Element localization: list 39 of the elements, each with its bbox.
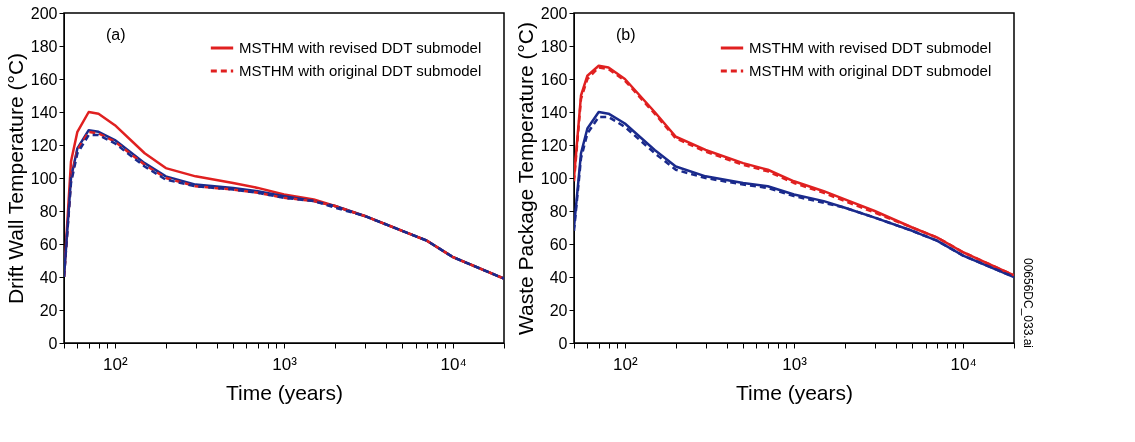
y-tick-label: 120: [30, 136, 58, 154]
y-tick-label: 180: [30, 37, 58, 55]
x-tick-label: 10³: [782, 354, 808, 374]
legend-label: MSTHM with revised DDT submodel: [239, 39, 482, 56]
y-tick-label: 20: [549, 301, 568, 319]
y-tick-label: 100: [30, 169, 58, 187]
y-tick-label: 160: [30, 70, 58, 88]
y-tick-label: 140: [30, 103, 58, 121]
y-tick-label: 80: [549, 202, 568, 220]
y-tick-label: 20: [39, 301, 58, 319]
y-tick-label: 60: [39, 235, 58, 253]
x-tick-label: 10³: [272, 354, 298, 374]
y-tick-label: 160: [540, 70, 568, 88]
legend-label: MSTHM with original DDT submodel: [749, 62, 992, 79]
y-tick-label: 0: [558, 334, 568, 352]
y-tick-label: 200: [540, 4, 568, 22]
annotation: (a): [106, 26, 126, 43]
y-tick-label: 200: [30, 4, 58, 22]
x-tick-label: 10²: [613, 354, 639, 374]
y-tick-label: 60: [549, 235, 568, 253]
legend-label: MSTHM with revised DDT submodel: [749, 39, 992, 56]
legend-label: MSTHM with original DDT submodel: [239, 62, 482, 79]
x-tick-label: 10⁴: [440, 354, 467, 374]
y-tick-label: 40: [549, 268, 568, 286]
annotation: (b): [616, 26, 636, 43]
x-tick-label: 10⁴: [950, 354, 977, 374]
text: 00656DC_033.ai: [1021, 257, 1035, 349]
y-tick-label: 0: [48, 334, 58, 352]
y-tick-label: 100: [540, 169, 568, 187]
x-axis-title: Time (years): [225, 380, 344, 404]
x-tick-label: 10²: [103, 354, 129, 374]
y-tick-label: 40: [39, 268, 58, 286]
y-axis-title: Drift Wall Temperature (°C): [3, 52, 27, 305]
y-axis-title: Waste Package Temperature (°C): [513, 21, 537, 336]
y-tick-label: 140: [540, 103, 568, 121]
y-tick-label: 120: [540, 136, 568, 154]
y-tick-label: 180: [540, 37, 568, 55]
y-tick-label: 80: [39, 202, 58, 220]
x-axis-title: Time (years): [735, 380, 854, 404]
